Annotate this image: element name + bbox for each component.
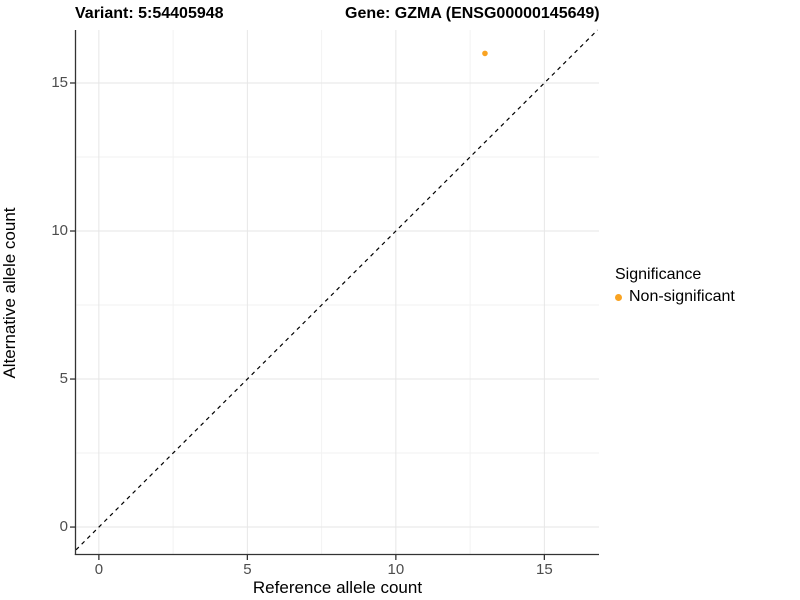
data-point bbox=[482, 50, 488, 57]
legend-item-non-significant: Non-significant bbox=[615, 288, 735, 306]
plot-title-variant: Variant: 5:54405948 bbox=[75, 5, 224, 22]
x-tick-label: 0 bbox=[94, 561, 104, 578]
x-axis-title: Reference allele count bbox=[252, 578, 423, 597]
y-tick-label: 10 bbox=[51, 222, 68, 239]
x-tick-label: 5 bbox=[243, 561, 252, 578]
identity-dashed-line bbox=[75, 29, 598, 551]
legend-point-icon bbox=[615, 293, 622, 301]
y-axis-title: Alternative allele count bbox=[0, 207, 19, 379]
y-tick-label: 15 bbox=[51, 73, 68, 91]
x-tick-label: 15 bbox=[536, 561, 553, 578]
x-tick-label: 10 bbox=[387, 561, 405, 578]
legend-title: Significance bbox=[615, 266, 702, 283]
legend: Significance Non-significant bbox=[615, 266, 735, 306]
y-tick-label: 5 bbox=[59, 370, 68, 388]
y-tick-label: 0 bbox=[59, 518, 68, 536]
legend-item-label: Non-significant bbox=[629, 288, 735, 305]
plot-title-gene: Gene: GZMA (ENSG00000145649) bbox=[345, 5, 600, 22]
